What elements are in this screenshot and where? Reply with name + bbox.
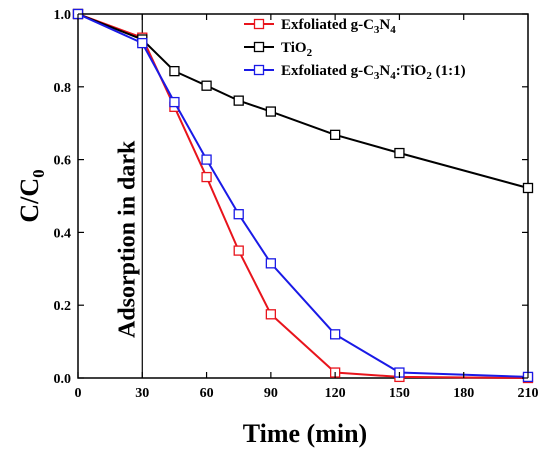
y-tick-label: 1.0 <box>54 8 72 23</box>
x-tick-label: 60 <box>200 386 214 401</box>
series-point <box>169 65 180 77</box>
legend-swatch-marker <box>253 41 265 53</box>
legend-label: Exfoliated g-C3​N4​:TiO2​ (1:1) <box>281 63 466 82</box>
y-tick-label: 0.2 <box>54 299 72 314</box>
legend-label-part: N <box>379 63 390 79</box>
legend-label-part: (1:1) <box>432 63 466 79</box>
y-tick-label: 0.6 <box>54 154 72 169</box>
legend-label-subscript: 4 <box>390 70 396 82</box>
series-point <box>522 182 534 194</box>
series-point <box>394 147 405 159</box>
series-point <box>137 37 148 49</box>
legend-label-subscript: 2 <box>307 47 313 59</box>
series-point <box>169 96 180 108</box>
series-point <box>201 171 212 183</box>
legend-label: Exfoliated g-C3​N4​ <box>281 17 396 36</box>
legend-label-part: TiO <box>281 40 307 56</box>
y-axis-title: C/C0 <box>15 169 48 222</box>
series-point <box>265 309 277 320</box>
series-point <box>233 209 244 220</box>
legend-item-2: Exfoliated g-C3​N4​:TiO2​ (1:1) <box>244 63 466 82</box>
legend-swatch-marker <box>253 64 265 76</box>
y-axis-title-subscript: 0 <box>29 169 48 178</box>
legend-label-part: N <box>379 17 390 33</box>
legend-label-part: Exfoliated g-C <box>281 17 374 33</box>
legend-label-part: :TiO <box>396 63 427 79</box>
x-tick-label: 30 <box>135 386 149 401</box>
series-point <box>233 95 244 106</box>
x-tick-label: 180 <box>453 386 474 401</box>
legend-item-1: TiO2​ <box>244 40 313 59</box>
legend-label-subscript: 3 <box>374 24 380 36</box>
y-tick-label: 0.8 <box>54 81 72 96</box>
plot-frame <box>77 13 529 379</box>
legend-label: TiO2​ <box>281 40 313 59</box>
series-point <box>329 329 341 340</box>
x-tick-label: 150 <box>389 386 410 401</box>
series-point <box>329 129 341 140</box>
legend-label-subscript: 3 <box>374 70 380 82</box>
series-point <box>201 80 212 91</box>
x-tick-label: 0 <box>75 386 82 401</box>
y-tick-label: 0.4 <box>54 226 72 241</box>
series-point <box>233 245 244 256</box>
x-tick-label: 90 <box>264 386 278 401</box>
legend-swatch-marker <box>253 18 265 30</box>
legend-label-subscript: 4 <box>390 24 396 36</box>
series-point <box>265 106 277 117</box>
x-axis-title: Time (min) <box>243 419 367 448</box>
legend-label-part: Exfoliated g-C <box>281 63 374 79</box>
x-tick-label: 120 <box>325 386 346 401</box>
legend-label-subscript: 2 <box>426 70 432 82</box>
y-tick-label: 0.0 <box>54 372 72 387</box>
adsorption-annotation: Adsorption in dark <box>114 140 140 338</box>
series-point <box>265 258 277 269</box>
y-axis-title-main: C/C <box>15 178 44 223</box>
x-tick-label: 210 <box>518 386 539 401</box>
legend-item-0: Exfoliated g-C3​N4​ <box>244 17 396 36</box>
series-point <box>201 154 212 165</box>
series-2 <box>72 8 534 383</box>
